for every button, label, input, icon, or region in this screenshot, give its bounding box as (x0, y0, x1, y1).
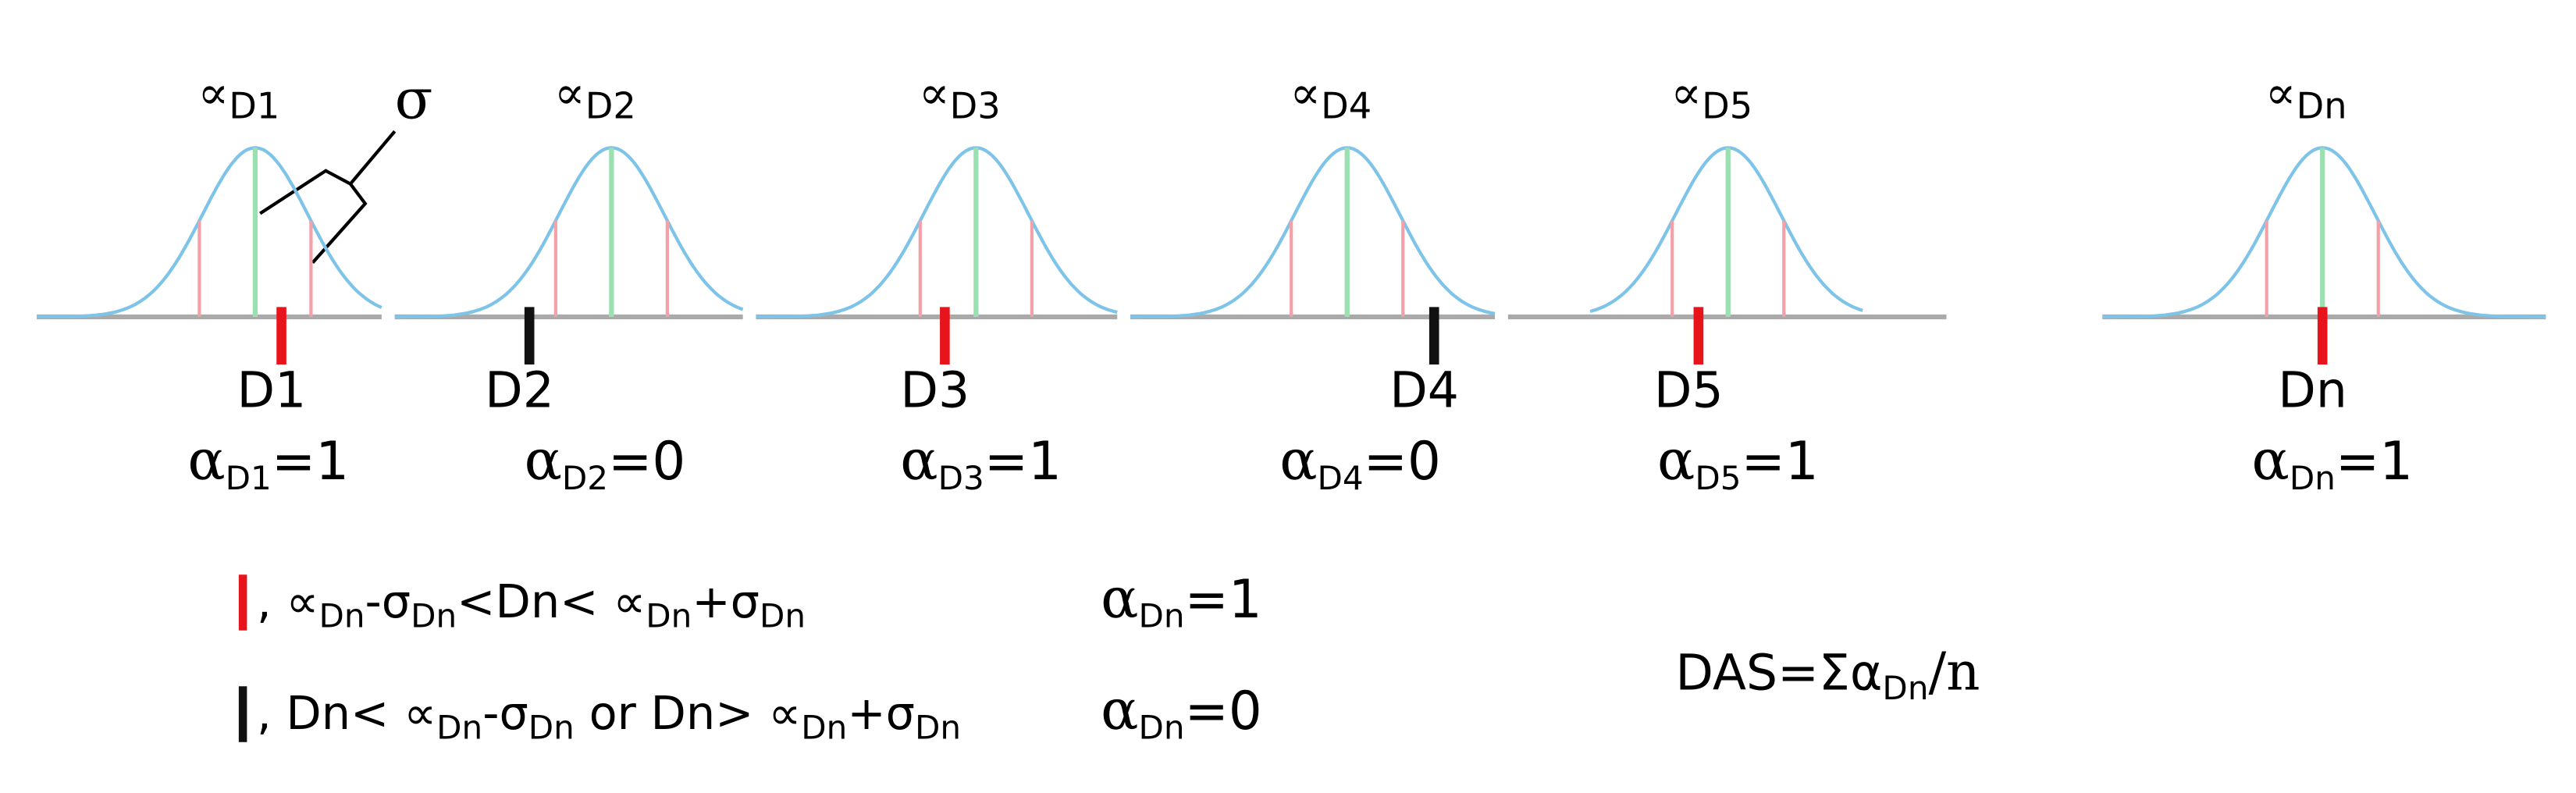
marker (276, 307, 286, 364)
alpha-sub: D2 (562, 459, 608, 497)
alpha-symbol: α (900, 428, 938, 493)
legend-swatch (238, 686, 247, 742)
mean-label: ∝D3 (919, 66, 1001, 127)
mean-sub: D4 (1321, 84, 1372, 126)
alpha-value: =0 (1364, 431, 1441, 492)
condition-sub: Dn (528, 709, 575, 747)
condition-sub: Dn (915, 709, 961, 747)
mean-symbol: ∝ (197, 66, 229, 119)
mean-label: ∝D1 (197, 66, 279, 127)
condition-text: , ∝ (257, 574, 319, 628)
marker (2317, 307, 2328, 364)
alpha-symbol: α (1279, 428, 1317, 493)
mean-symbol: ∝ (2265, 66, 2297, 119)
alpha-value: =1 (1741, 431, 1818, 492)
formula-sub: Dn (1882, 669, 1928, 707)
marker (524, 307, 535, 364)
bell-curve (1130, 146, 1496, 319)
alpha-sub: Dn (2290, 459, 2336, 497)
alpha-label: αD3=1 (900, 428, 1062, 497)
mean-symbol: ∝ (1670, 66, 1702, 119)
mean-sub: D1 (229, 84, 279, 126)
result-symbol: α (1101, 677, 1138, 742)
condition-sub: Dn (801, 709, 847, 747)
condition-text: +σ (847, 686, 915, 740)
mean-sub: D3 (950, 84, 1001, 126)
mean-symbol: ∝ (554, 66, 585, 119)
formula-main: DAS=Σα (1675, 643, 1882, 701)
formula-tail: /n (1929, 641, 1980, 702)
condition-text: +σ (692, 574, 760, 628)
legend-condition: , Dn< ∝Dn-σDn or Dn> ∝Dn+σDn (257, 686, 961, 747)
alpha-sub: D4 (1318, 459, 1364, 497)
condition-text: , Dn< ∝ (257, 686, 436, 740)
bell-curve (394, 146, 744, 319)
marker-label: D5 (1654, 361, 1724, 419)
alpha-symbol: α (2252, 428, 2290, 493)
mean-label: ∝D5 (1670, 66, 1752, 127)
alpha-label: αDn=1 (2252, 428, 2414, 497)
mean-label: ∝Dn (2265, 66, 2347, 127)
alpha-symbol: α (1657, 428, 1695, 493)
legend-result: αDn=0 (1101, 677, 1262, 747)
condition-sub: Dn (646, 597, 692, 635)
alpha-label: αD5=1 (1657, 428, 1819, 497)
condition-text: -σ (482, 686, 528, 740)
alpha-symbol: α (187, 428, 225, 493)
marker (1693, 307, 1704, 364)
alpha-value: =0 (608, 431, 685, 492)
alpha-value: =1 (272, 431, 349, 492)
mean-label: ∝D4 (1290, 66, 1372, 127)
legend-swatch (238, 574, 247, 631)
mean-sub: D5 (1702, 84, 1752, 126)
mean-label: ∝D2 (554, 66, 636, 127)
result-symbol: α (1101, 566, 1138, 631)
alpha-symbol: α (525, 428, 562, 493)
mean-symbol: ∝ (919, 66, 950, 119)
result-sub: Dn (1138, 709, 1184, 747)
formula: DAS=ΣαDn/n (1675, 641, 1980, 707)
result-value: =1 (1185, 569, 1262, 630)
condition-text: -σ (365, 574, 411, 628)
marker-label: D2 (485, 361, 554, 419)
alpha-label: αD1=1 (187, 428, 349, 497)
alpha-label: αD2=0 (525, 428, 686, 497)
legend-result: αDn=1 (1101, 566, 1262, 635)
condition-sub: Dn (760, 597, 806, 635)
condition-text: <Dn< ∝ (457, 574, 646, 628)
bell-curve (37, 146, 382, 319)
sigma-bracket (259, 130, 397, 264)
condition-text: or Dn> ∝ (575, 686, 801, 740)
marker-label: Dn (2278, 361, 2347, 419)
mean-sub: D2 (585, 84, 636, 126)
result-sub: Dn (1138, 597, 1184, 635)
mean-sub: Dn (2297, 84, 2347, 126)
sigma-label: σ (395, 66, 433, 131)
marker-label: D1 (237, 361, 307, 419)
legend-condition: , ∝Dn-σDn<Dn< ∝Dn+σDn (257, 574, 806, 635)
alpha-sub: D5 (1695, 459, 1741, 497)
alpha-value: =1 (2336, 431, 2413, 492)
marker (940, 307, 950, 364)
mean-symbol: ∝ (1290, 66, 1321, 119)
alpha-sub: D1 (226, 459, 272, 497)
alpha-label: αD4=0 (1279, 428, 1441, 497)
alpha-value: =1 (984, 431, 1062, 492)
condition-sub: Dn (411, 597, 457, 635)
marker (1429, 307, 1439, 364)
marker-label: D4 (1389, 361, 1459, 419)
result-value: =0 (1185, 681, 1262, 741)
marker-label: D3 (900, 361, 970, 419)
condition-sub: Dn (436, 709, 482, 747)
alpha-sub: D3 (938, 459, 984, 497)
condition-sub: Dn (318, 597, 365, 635)
bell-curve (756, 146, 1118, 319)
